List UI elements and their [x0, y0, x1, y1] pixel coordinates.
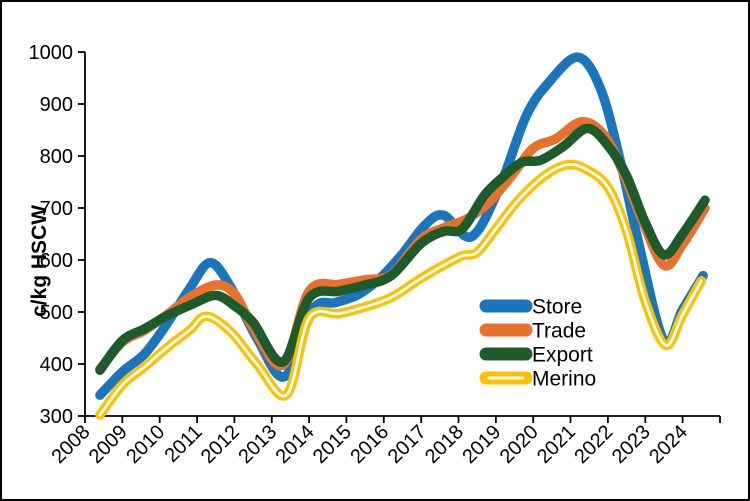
x-axis-tick-labels: 2008200920102011201220132014201520162017… — [48, 421, 693, 468]
y-axis-tick-labels: 1000 900 800 700 600 500 400 300 — [29, 42, 74, 428]
x-tick-label: 2012 — [197, 421, 244, 468]
x-tick-label: 2010 — [122, 421, 169, 468]
y-tick-label: 400 — [40, 354, 73, 376]
legend-label-export: Export — [532, 344, 593, 367]
x-tick-label: 2017 — [384, 421, 431, 468]
y-tick-label: 700 — [40, 198, 73, 220]
x-tick-label: 2019 — [458, 421, 505, 468]
y-tick-label: 800 — [40, 146, 73, 168]
y-tick-label: 300 — [40, 406, 73, 428]
y-tick-label: 500 — [40, 302, 73, 324]
x-tick-label: 2013 — [234, 421, 281, 468]
legend-label-merino: Merino — [532, 368, 596, 391]
x-tick-label: 2011 — [161, 421, 207, 467]
series-line-export — [95, 123, 710, 375]
y-axis-title: c/kg HSCW — [28, 205, 51, 317]
x-tick-label: 2023 — [608, 421, 655, 468]
y-tick-label: 600 — [40, 250, 73, 272]
x-tick-label: 2014 — [272, 421, 319, 468]
x-tick-label: 2009 — [85, 421, 132, 468]
x-tick-label: 2018 — [421, 421, 468, 468]
series-line-merino-core — [98, 163, 703, 417]
legend-label-trade: Trade — [532, 320, 586, 343]
x-tick-label: 2015 — [309, 421, 356, 468]
x-tick-label: 2020 — [496, 421, 543, 468]
x-tick-label: 2008 — [48, 421, 95, 468]
x-tick-label: 2022 — [570, 421, 617, 468]
x-tick-label: 2024 — [645, 421, 692, 468]
legend-label-store: Store — [532, 296, 582, 319]
y-tick-label: 900 — [40, 94, 73, 116]
series-line-store — [95, 52, 708, 400]
series-lines — [95, 52, 710, 420]
x-tick-label: 2016 — [346, 421, 393, 468]
axes — [78, 51, 721, 423]
x-tick-label: 2021 — [533, 421, 580, 468]
y-tick-label: 1000 — [29, 42, 74, 64]
